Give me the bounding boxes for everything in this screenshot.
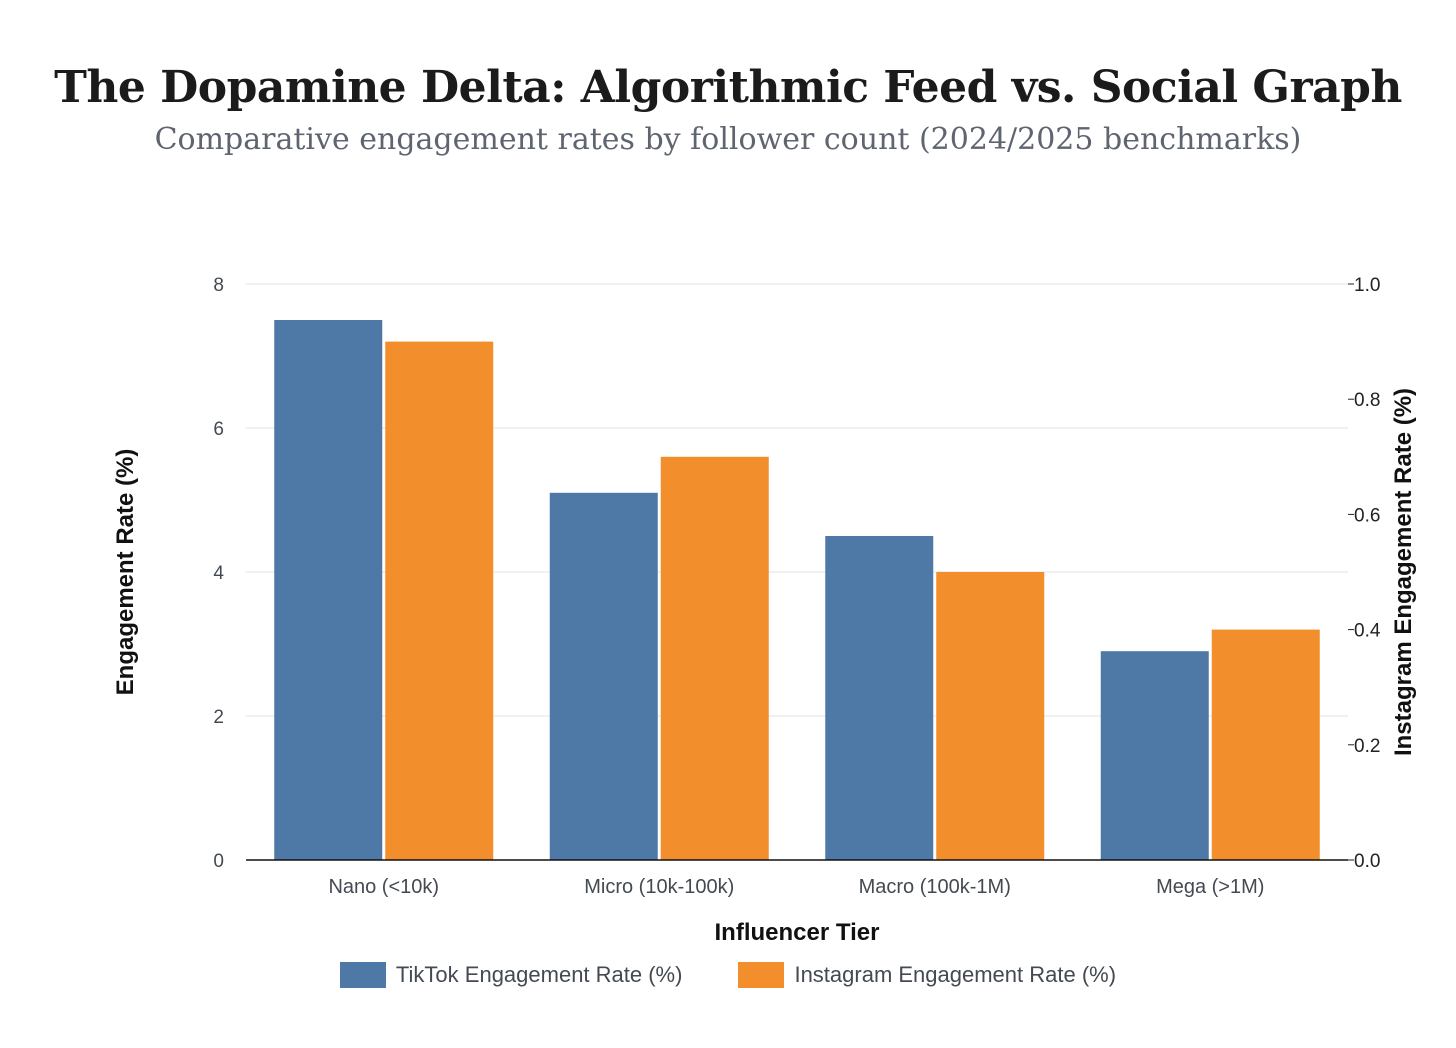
y2-tick-label: 0.0 xyxy=(1354,851,1380,872)
bars xyxy=(274,320,1320,861)
y-tick-label: 0 xyxy=(213,851,224,872)
y-axis-title: Engagement Rate (%) xyxy=(112,449,139,696)
chart-subtitle: Comparative engagement rates by follower… xyxy=(154,122,1302,157)
x-tick-label: Macro (100k-1M) xyxy=(859,876,1011,898)
legend: TikTok Engagement Rate (%) Instagram Eng… xyxy=(0,962,1456,988)
axes xyxy=(246,283,1354,861)
y-tick-label: 6 xyxy=(213,419,224,440)
bar-instagram[interactable] xyxy=(660,456,769,860)
x-axis-title: Influencer Tier xyxy=(715,919,880,946)
y2-tick-label: 0.4 xyxy=(1354,621,1381,642)
bar-tiktok[interactable] xyxy=(825,536,934,860)
y2-tick-label: 0.8 xyxy=(1354,390,1380,411)
legend-item-instagram[interactable]: Instagram Engagement Rate (%) xyxy=(738,962,1116,988)
bar-instagram[interactable] xyxy=(1211,629,1320,860)
y-tick-label: 4 xyxy=(213,563,224,584)
legend-label-instagram: Instagram Engagement Rate (%) xyxy=(794,962,1117,987)
bar-tiktok[interactable] xyxy=(274,320,383,860)
bar-tiktok[interactable] xyxy=(1100,651,1209,860)
legend-label-tiktok: TikTok Engagement Rate (%) xyxy=(395,962,683,987)
legend-swatch-tiktok xyxy=(339,962,386,988)
x-tick-label: Nano (<10k) xyxy=(328,876,439,898)
chart-title: The Dopamine Delta: Algorithmic Feed vs.… xyxy=(54,62,1402,113)
bar-instagram[interactable] xyxy=(385,341,494,861)
bar-tiktok[interactable] xyxy=(549,492,658,860)
legend-item-tiktok[interactable]: TikTok Engagement Rate (%) xyxy=(339,962,683,988)
y2-axis-title: Instagram Engagement Rate (%) xyxy=(1390,388,1417,756)
y-tick-label: 2 xyxy=(213,707,224,728)
y2-tick-label: 0.2 xyxy=(1354,736,1380,757)
tick-labels: 0 2 4 6 8 0.0 0.2 0.4 0.6 0.8 1.0 Nano (<10k) Micro … xyxy=(213,275,1380,898)
bar-instagram[interactable] xyxy=(936,572,1045,860)
y2-tick-label: 1.0 xyxy=(1354,275,1380,296)
y-tick-label: 8 xyxy=(213,275,224,296)
y2-tick-label: 0.6 xyxy=(1354,505,1380,526)
x-tick-label: Micro (10k-100k) xyxy=(584,876,734,898)
x-tick-label: Mega (>1M) xyxy=(1156,876,1264,898)
legend-swatch-instagram xyxy=(738,962,785,988)
